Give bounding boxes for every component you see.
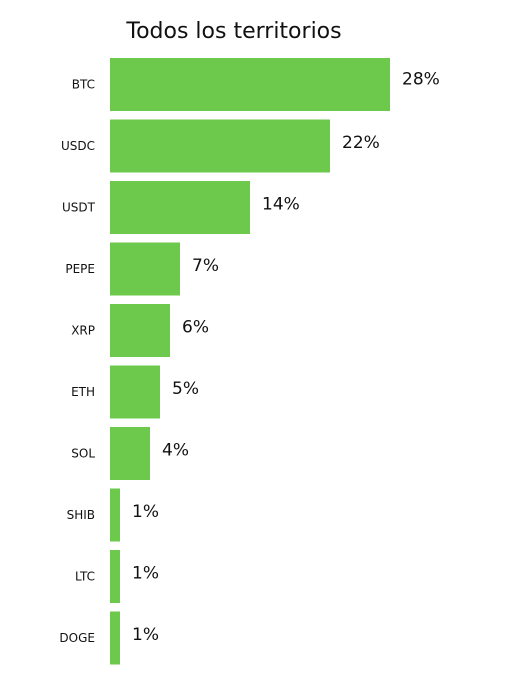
category-label-xrp: XRP bbox=[71, 324, 95, 338]
value-label-shib: 1% bbox=[132, 502, 159, 522]
bar-pepe bbox=[110, 242, 180, 296]
value-label-usdc: 22% bbox=[342, 133, 380, 153]
bar-xrp bbox=[110, 304, 170, 357]
value-label-doge: 1% bbox=[132, 625, 159, 645]
category-label-shib: SHIB bbox=[67, 508, 95, 522]
bar-doge bbox=[110, 611, 120, 665]
category-label-pepe: PEPE bbox=[65, 262, 95, 276]
category-labels-group: BTC USDC USDT PEPE XRP ETH SOL SHIB LTC DOGE bbox=[59, 78, 95, 646]
bar-btc bbox=[110, 58, 390, 111]
category-label-btc: BTC bbox=[72, 78, 95, 92]
bar-usdt bbox=[110, 181, 250, 234]
value-label-sol: 4% bbox=[162, 441, 189, 461]
value-label-usdt: 14% bbox=[262, 195, 300, 215]
category-label-eth: ETH bbox=[71, 385, 95, 399]
value-label-btc: 28% bbox=[402, 70, 440, 90]
bar-usdc bbox=[110, 119, 330, 173]
bar-sol bbox=[110, 427, 150, 480]
category-label-ltc: LTC bbox=[75, 570, 95, 584]
category-label-usdc: USDC bbox=[61, 139, 95, 153]
value-label-ltc: 1% bbox=[132, 564, 159, 584]
bar-shib bbox=[110, 488, 120, 542]
value-label-eth: 5% bbox=[172, 379, 199, 399]
category-label-usdt: USDT bbox=[62, 201, 96, 215]
value-label-xrp: 6% bbox=[182, 318, 209, 338]
bar-ltc bbox=[110, 550, 120, 603]
chart-title: Todos los territorios bbox=[125, 19, 341, 44]
category-label-doge: DOGE bbox=[59, 631, 95, 645]
bar-eth bbox=[110, 365, 160, 419]
value-labels-group: 28% 22% 14% 7% 6% 5% 4% 1% 1% 1% bbox=[132, 70, 440, 646]
value-label-pepe: 7% bbox=[192, 256, 219, 276]
category-label-sol: SOL bbox=[71, 447, 95, 461]
bars-group bbox=[110, 58, 390, 665]
